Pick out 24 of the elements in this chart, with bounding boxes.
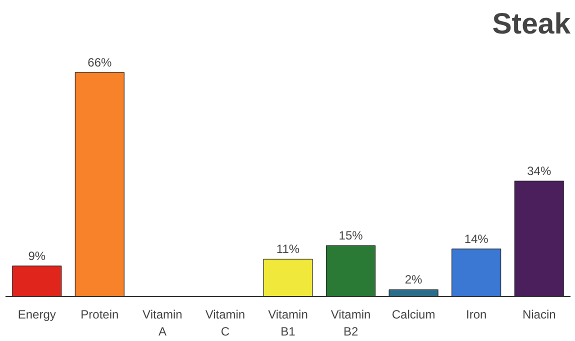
x-tick-label: Vitamin B1 [268, 308, 308, 338]
data-label: 9% [28, 248, 46, 263]
data-label: 14% [464, 232, 489, 246]
x-tick-label: Vitamin C [205, 308, 246, 338]
chart-title: Steak [492, 8, 572, 40]
data-label: 66% [88, 55, 112, 70]
data-label: 2% [404, 272, 423, 287]
x-tick-label: Vitamin B2 [330, 308, 371, 338]
x-tick-label: Protein [80, 308, 119, 322]
x-tick-label: Vitamin A [142, 308, 182, 338]
bar [326, 245, 376, 296]
bar [12, 266, 62, 296]
data-label: 34% [527, 164, 552, 178]
x-tick-label: Iron [466, 308, 487, 322]
bar [263, 258, 313, 296]
bar [514, 180, 564, 296]
x-tick-label: Niacin [522, 308, 556, 322]
data-label: 11% [276, 242, 300, 256]
bar [388, 289, 438, 296]
bar [74, 72, 124, 296]
data-label: 15% [338, 228, 364, 243]
x-tick-label: Calcium [392, 308, 436, 322]
bar [452, 248, 502, 296]
x-tick-label: Energy [18, 308, 56, 322]
